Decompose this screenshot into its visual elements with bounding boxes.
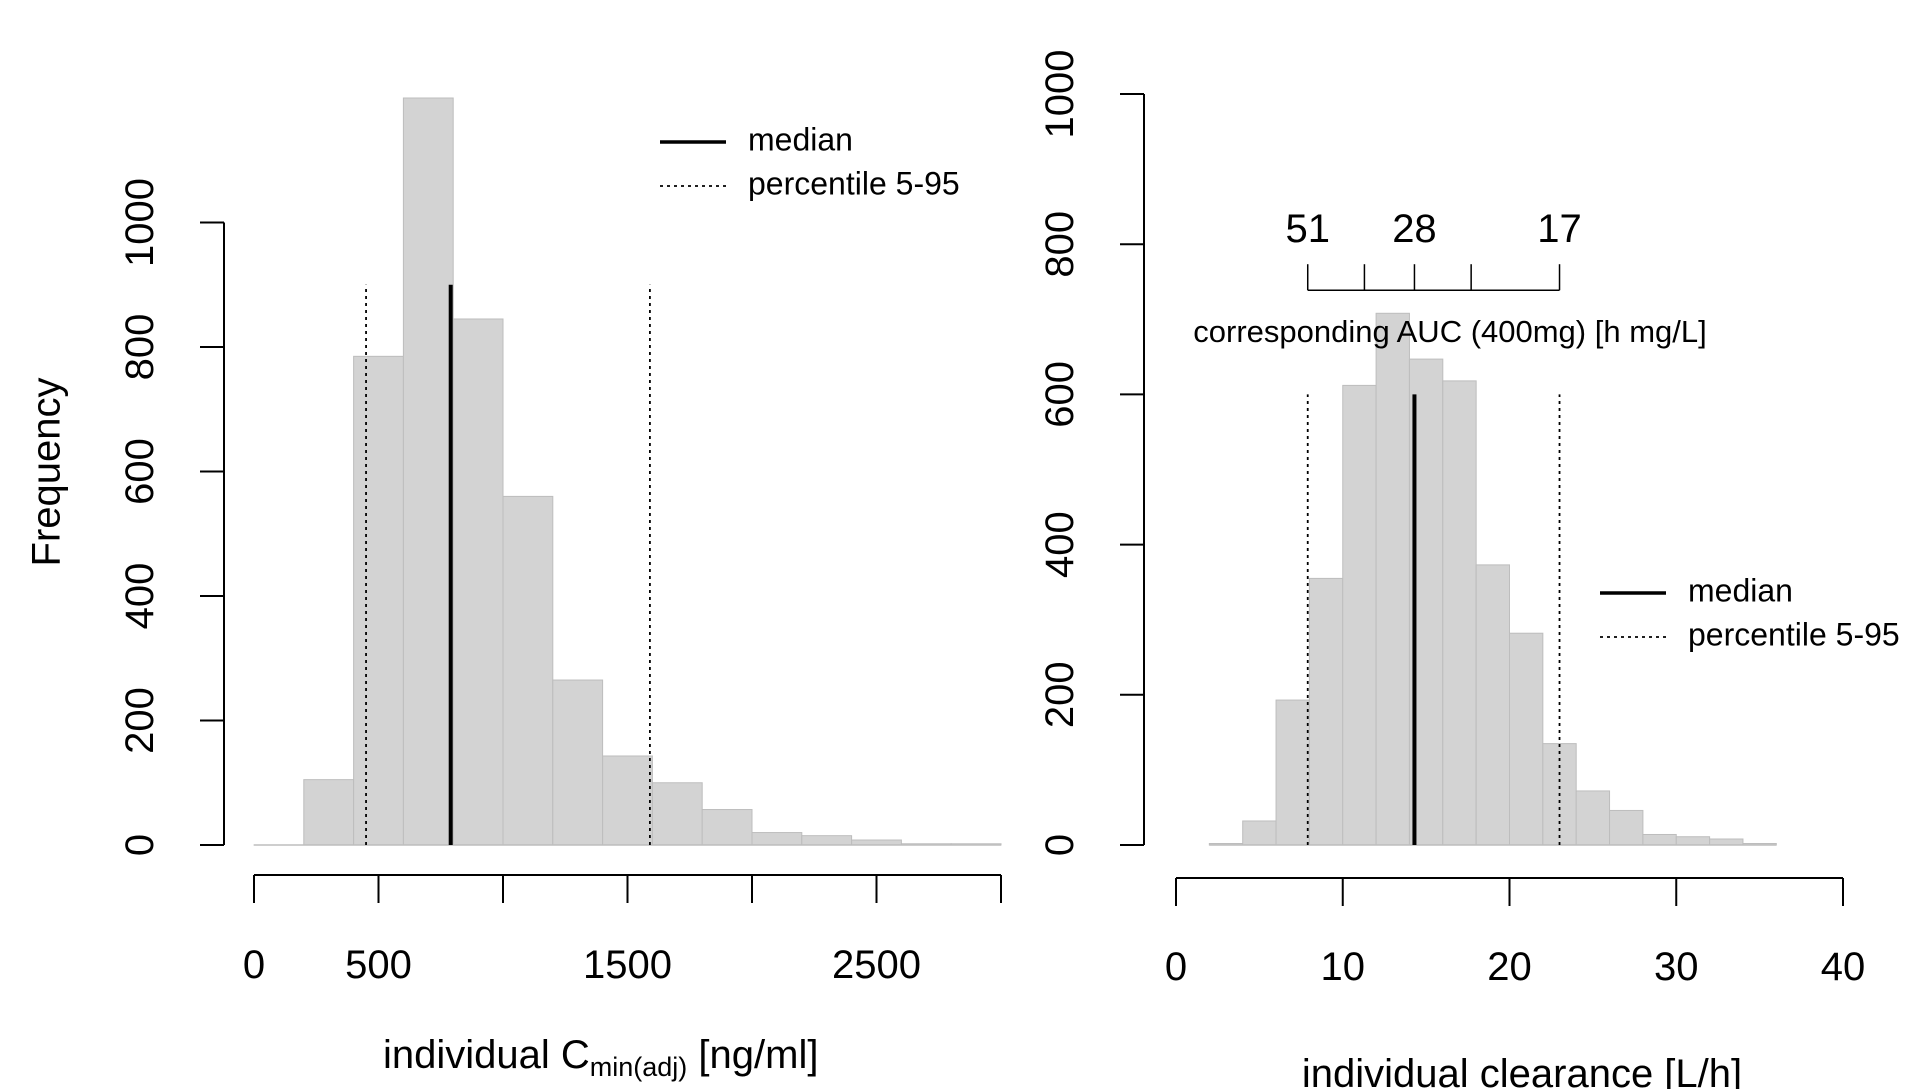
right-y-tick-label: 1000 — [1038, 50, 1082, 139]
auc-scale-tick-label: 28 — [1392, 207, 1437, 251]
left-hist-bar — [751, 832, 803, 846]
left-hist-bar — [651, 782, 703, 846]
left-x-tick-label: 500 — [345, 943, 412, 987]
left-hist-bar — [402, 97, 454, 846]
left-x-tick-label: 1500 — [583, 943, 672, 987]
right-hist-bar — [1509, 632, 1544, 846]
right-x-tick-label: 40 — [1821, 945, 1866, 989]
right-hist-bar — [1442, 380, 1477, 846]
right-hist-bar — [1575, 790, 1611, 846]
auc-scale-tick-label: 17 — [1537, 207, 1582, 251]
right-y-tick-label: 800 — [1038, 211, 1082, 278]
right-y-tick-label: 200 — [1038, 661, 1082, 728]
right-x-tick-label: 10 — [1321, 945, 1366, 989]
left-hist-bar — [701, 809, 753, 846]
left-y-tick-label: 1000 — [118, 178, 162, 267]
right-x-tick-label: 30 — [1654, 945, 1699, 989]
right-hist-bar — [1275, 699, 1310, 846]
right-hist-bar — [1675, 836, 1711, 846]
left-hist-bar — [552, 679, 604, 846]
left-y-tick-label: 800 — [118, 314, 162, 381]
right-x-tick-label: 20 — [1487, 945, 1532, 989]
right-legend-label-median: median — [1688, 572, 1793, 608]
left-hist-bar — [303, 779, 355, 846]
left-x-axis-label-prefix: individual C — [383, 1033, 590, 1077]
right-hist-bar — [1609, 809, 1644, 846]
right-hist-bar — [1308, 577, 1344, 846]
right-hist-bar — [1242, 820, 1277, 846]
left-hist-bar — [602, 755, 653, 846]
right-x-axis-label: individual clearance [L/h] — [1302, 1052, 1742, 1089]
left-y-tick-label: 0 — [118, 834, 162, 856]
left-x-axis-label: individual Cmin(adj) [ng/ml] — [383, 1033, 818, 1083]
auc-scale-tick-label: 51 — [1285, 207, 1330, 251]
right-hist-bar — [1475, 564, 1511, 846]
left-x-tick-label: 2500 — [832, 943, 921, 987]
auc-scale-label: corresponding AUC (400mg) [h mg/L] — [1193, 314, 1706, 349]
right-hist-bar — [1342, 384, 1377, 846]
left-hist-bar — [452, 318, 504, 846]
left-y-axis-label: Frequency — [25, 378, 69, 567]
right-legend-label-percentile: percentile 5-95 — [1688, 616, 1900, 652]
right-y-tick-label: 600 — [1038, 361, 1082, 428]
right-hist-bar — [1709, 838, 1744, 846]
left-x-tick-label: 0 — [243, 943, 265, 987]
right-hist-bar — [1375, 312, 1410, 846]
left-hist-bar — [502, 495, 554, 846]
left-y-tick-label: 600 — [118, 438, 162, 505]
right-y-tick-label: 400 — [1038, 511, 1082, 578]
right-y-tick-label: 0 — [1038, 834, 1082, 856]
left-x-axis-label-suffix: [ng/ml] — [687, 1033, 819, 1077]
left-legend-label-median: median — [748, 121, 853, 157]
right-x-tick-label: 0 — [1165, 945, 1187, 989]
left-legend-label-percentile: percentile 5-95 — [748, 165, 960, 201]
left-y-tick-label: 400 — [118, 563, 162, 630]
left-hist-bar — [801, 835, 853, 846]
left-hist-bar — [353, 355, 404, 846]
left-x-axis-label-subscript: min(adj) — [589, 1052, 688, 1082]
left-y-tick-label: 200 — [118, 687, 162, 754]
right-hist-bar — [1642, 833, 1677, 846]
